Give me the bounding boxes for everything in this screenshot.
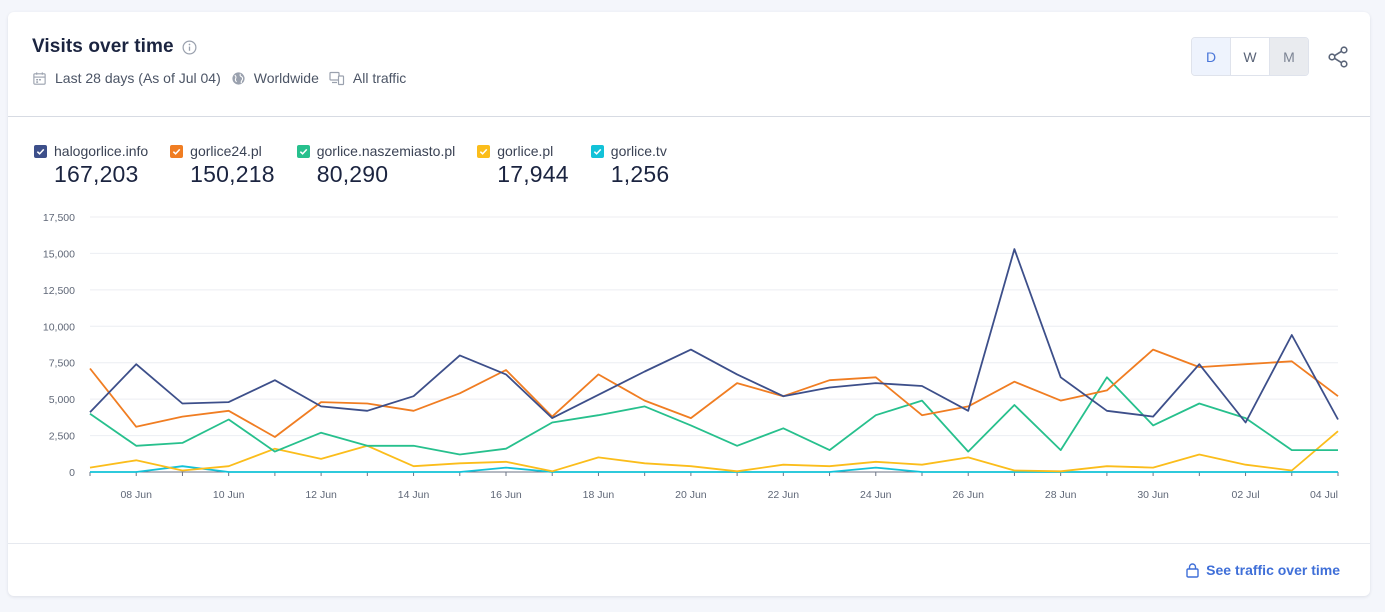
header-divider [8, 116, 1370, 117]
legend-series-name: halogorlice.info [54, 143, 149, 159]
y-tick-label: 5,000 [49, 394, 75, 406]
y-tick-label: 7,500 [49, 358, 75, 370]
country-label: Worldwide [253, 70, 319, 86]
x-tick-label: 12 Jun [305, 489, 337, 501]
see-traffic-over-time-label: See traffic over time [1206, 562, 1340, 578]
x-tick-label: 18 Jun [583, 489, 615, 501]
x-tick-label: 14 Jun [398, 489, 430, 501]
granularity-toggle: D W M [1191, 37, 1309, 76]
globe-icon [232, 71, 245, 85]
x-tick-label: 10 Jun [213, 489, 245, 501]
x-tick-label: 04 Jul [1310, 489, 1338, 501]
series-line-gorlice24-pl [89, 348, 1339, 438]
legend-checkbox[interactable] [170, 144, 184, 158]
legend-item[interactable]: gorlice.tv 1,256 [590, 143, 670, 188]
see-traffic-over-time-link[interactable]: See traffic over time [1186, 562, 1340, 578]
footer-divider [8, 543, 1370, 544]
legend-series-name: gorlice.naszemiasto.pl [316, 143, 456, 159]
x-tick-label: 24 Jun [860, 489, 892, 501]
legend-checkbox[interactable] [296, 144, 310, 158]
legend-series-total: 150,218 [190, 161, 275, 187]
series-line-gorlice-pl [89, 430, 1339, 473]
y-tick-label: 0 [69, 467, 75, 479]
legend-item[interactable]: gorlice.naszemiasto.pl 80,290 [296, 143, 456, 188]
share-icon[interactable] [1326, 45, 1350, 69]
legend-series-total: 1,256 [610, 161, 670, 187]
y-tick-label: 10,000 [43, 321, 75, 333]
filters-row: Last 28 days (As of Jul 04) Worldwide Al… [32, 70, 416, 86]
legend-series-name: gorlice.tv [610, 143, 667, 159]
x-tick-label: 28 Jun [1045, 489, 1077, 501]
legend-head: halogorlice.info [34, 143, 148, 159]
chart-legend: halogorlice.info 167,203 gorlice24.pl 150,2… [34, 143, 691, 188]
x-tick-label: 02 Jul [1232, 489, 1260, 501]
legend-checkbox[interactable] [590, 144, 604, 158]
legend-checkbox[interactable] [477, 144, 491, 158]
x-tick-label: 16 Jun [490, 489, 522, 501]
lock-icon [1186, 562, 1199, 578]
legend-head: gorlice24.pl [170, 143, 275, 159]
devices-icon [329, 71, 344, 85]
legend-series-total: 80,290 [316, 161, 389, 187]
legend-head: gorlice.pl [477, 143, 569, 159]
info-icon[interactable] [182, 40, 197, 55]
x-tick-label: 20 Jun [675, 489, 707, 501]
legend-series-total: 167,203 [54, 161, 139, 187]
series-line-gorlice-tv [90, 465, 1338, 473]
legend-item[interactable]: halogorlice.info 167,203 [34, 143, 148, 188]
legend-series-name: gorlice.pl [497, 143, 554, 159]
y-tick-label: 12,500 [43, 285, 75, 297]
date-range-label: Last 28 days (As of Jul 04) [55, 70, 221, 86]
legend-series-name: gorlice24.pl [190, 143, 262, 159]
visits-line-chart: 0 2,500 5,000 7,500 10,000 12,500 15,000 17,500… [43, 212, 1339, 501]
x-tick-label: 30 Jun [1137, 489, 1169, 501]
legend-head: gorlice.tv [590, 143, 670, 159]
series-line-halogorlice-info [89, 248, 1339, 424]
filter-date-range: Last 28 days (As of Jul 04) [32, 70, 221, 86]
granularity-weekly-button[interactable]: W [1231, 38, 1270, 75]
granularity-daily-button[interactable]: D [1192, 38, 1231, 75]
calendar-icon [33, 71, 46, 85]
card-title: Visits over time [32, 36, 174, 57]
visits-over-time-card: Visits over time Last 28 days (As of Jul… [8, 12, 1370, 596]
legend-item[interactable]: gorlice24.pl 150,218 [170, 143, 275, 188]
filter-country: Worldwide [231, 70, 319, 86]
title-row: Visits over time [32, 36, 197, 58]
legend-item[interactable]: gorlice.pl 17,944 [477, 143, 569, 188]
y-tick-label: 15,000 [43, 248, 75, 260]
granularity-monthly-button[interactable]: M [1270, 38, 1308, 75]
y-tick-label: 2,500 [49, 431, 75, 443]
y-tick-label: 17,500 [43, 212, 75, 224]
x-tick-label: 22 Jun [768, 489, 800, 501]
x-tick-label: 08 Jun [120, 489, 152, 501]
traffic-type-label: All traffic [352, 70, 407, 86]
series-line-gorlice-naszemiasto-pl [89, 376, 1338, 456]
filter-traffic-type: All traffic [329, 70, 406, 86]
x-tick-label: 26 Jun [952, 489, 984, 501]
legend-series-total: 17,944 [497, 161, 569, 187]
legend-checkbox[interactable] [34, 144, 47, 158]
legend-head: gorlice.naszemiasto.pl [296, 143, 456, 159]
